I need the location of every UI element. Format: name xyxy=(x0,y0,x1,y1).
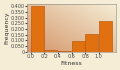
Bar xyxy=(85,34,98,52)
Y-axis label: Frequency: Frequency xyxy=(4,12,9,44)
Bar xyxy=(99,21,112,52)
Bar xyxy=(72,42,84,52)
Bar xyxy=(31,6,44,52)
Bar xyxy=(58,51,71,52)
Bar xyxy=(44,50,57,52)
X-axis label: Fitness: Fitness xyxy=(61,61,82,66)
